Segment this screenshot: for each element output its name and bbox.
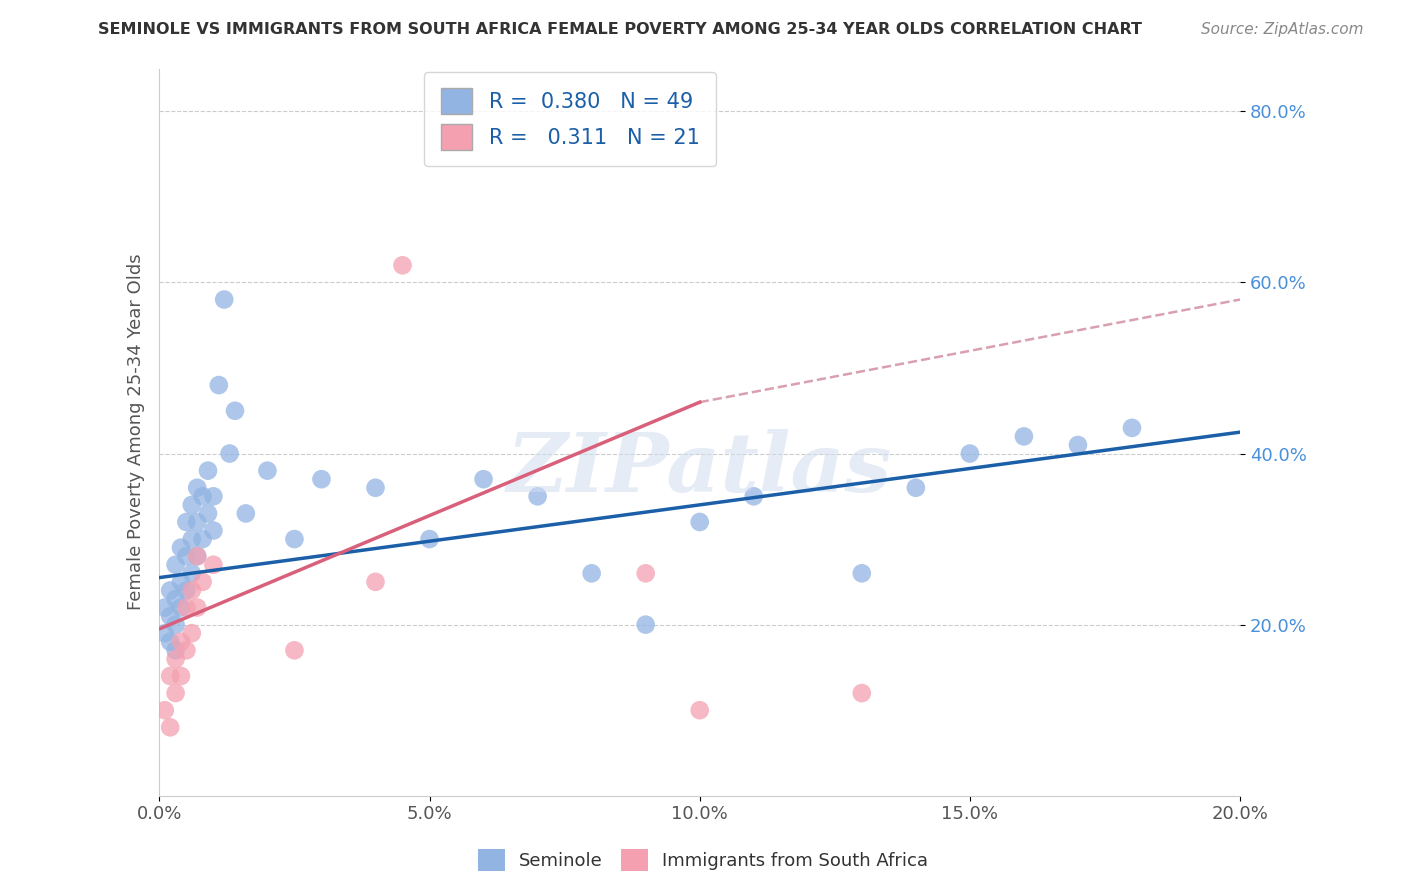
Point [165, 617, 187, 632]
Point [180, 626, 202, 640]
Point [689, 515, 711, 529]
Point [159, 583, 181, 598]
Point [851, 686, 873, 700]
Point [634, 566, 657, 581]
Point [959, 446, 981, 460]
Point [180, 583, 202, 598]
Point [165, 686, 187, 700]
Point [1012, 429, 1035, 443]
Point [202, 558, 225, 572]
Legend: Seminole, Immigrants from South Africa: Seminole, Immigrants from South Africa [471, 842, 935, 879]
Point [186, 600, 208, 615]
Point [180, 498, 202, 512]
Point [165, 591, 187, 606]
Point [283, 532, 305, 546]
Point [904, 481, 927, 495]
Point [176, 549, 198, 564]
Point [170, 634, 193, 648]
Point [191, 532, 214, 546]
Point [311, 472, 333, 486]
Legend: R =  0.380   N = 49, R =   0.311   N = 21: R = 0.380 N = 49, R = 0.311 N = 21 [425, 71, 716, 166]
Point [165, 652, 187, 666]
Point [153, 703, 176, 717]
Text: ZIPatlas: ZIPatlas [508, 428, 893, 508]
Point [851, 566, 873, 581]
Point [186, 515, 208, 529]
Point [581, 566, 603, 581]
Point [180, 566, 202, 581]
Point [634, 617, 657, 632]
Point [176, 583, 198, 598]
Point [256, 464, 278, 478]
Point [176, 515, 198, 529]
Point [419, 532, 441, 546]
Point [159, 720, 181, 734]
Point [212, 293, 235, 307]
Point [197, 507, 219, 521]
Point [235, 507, 257, 521]
Point [165, 558, 187, 572]
Point [364, 574, 387, 589]
Point [159, 669, 181, 683]
Point [391, 258, 413, 272]
Point [159, 609, 181, 624]
Point [165, 643, 187, 657]
Point [202, 489, 225, 503]
Point [1121, 421, 1143, 435]
Point [283, 643, 305, 657]
Y-axis label: Female Poverty Among 25-34 Year Olds: Female Poverty Among 25-34 Year Olds [128, 254, 145, 610]
Point [1067, 438, 1090, 452]
Point [224, 403, 246, 417]
Point [364, 481, 387, 495]
Text: SEMINOLE VS IMMIGRANTS FROM SOUTH AFRICA FEMALE POVERTY AMONG 25-34 YEAR OLDS CO: SEMINOLE VS IMMIGRANTS FROM SOUTH AFRICA… [98, 22, 1143, 37]
Point [153, 600, 176, 615]
Point [742, 489, 765, 503]
Point [170, 541, 193, 555]
Point [186, 481, 208, 495]
Point [191, 574, 214, 589]
Point [186, 549, 208, 564]
Point [202, 524, 225, 538]
Point [186, 549, 208, 564]
Point [472, 472, 495, 486]
Point [218, 446, 240, 460]
Point [180, 532, 202, 546]
Point [170, 600, 193, 615]
Point [170, 574, 193, 589]
Point [176, 643, 198, 657]
Point [191, 489, 214, 503]
Point [170, 669, 193, 683]
Point [208, 378, 231, 392]
Point [689, 703, 711, 717]
Point [153, 626, 176, 640]
Point [176, 600, 198, 615]
Point [159, 634, 181, 648]
Point [526, 489, 548, 503]
Text: Source: ZipAtlas.com: Source: ZipAtlas.com [1201, 22, 1364, 37]
Point [197, 464, 219, 478]
